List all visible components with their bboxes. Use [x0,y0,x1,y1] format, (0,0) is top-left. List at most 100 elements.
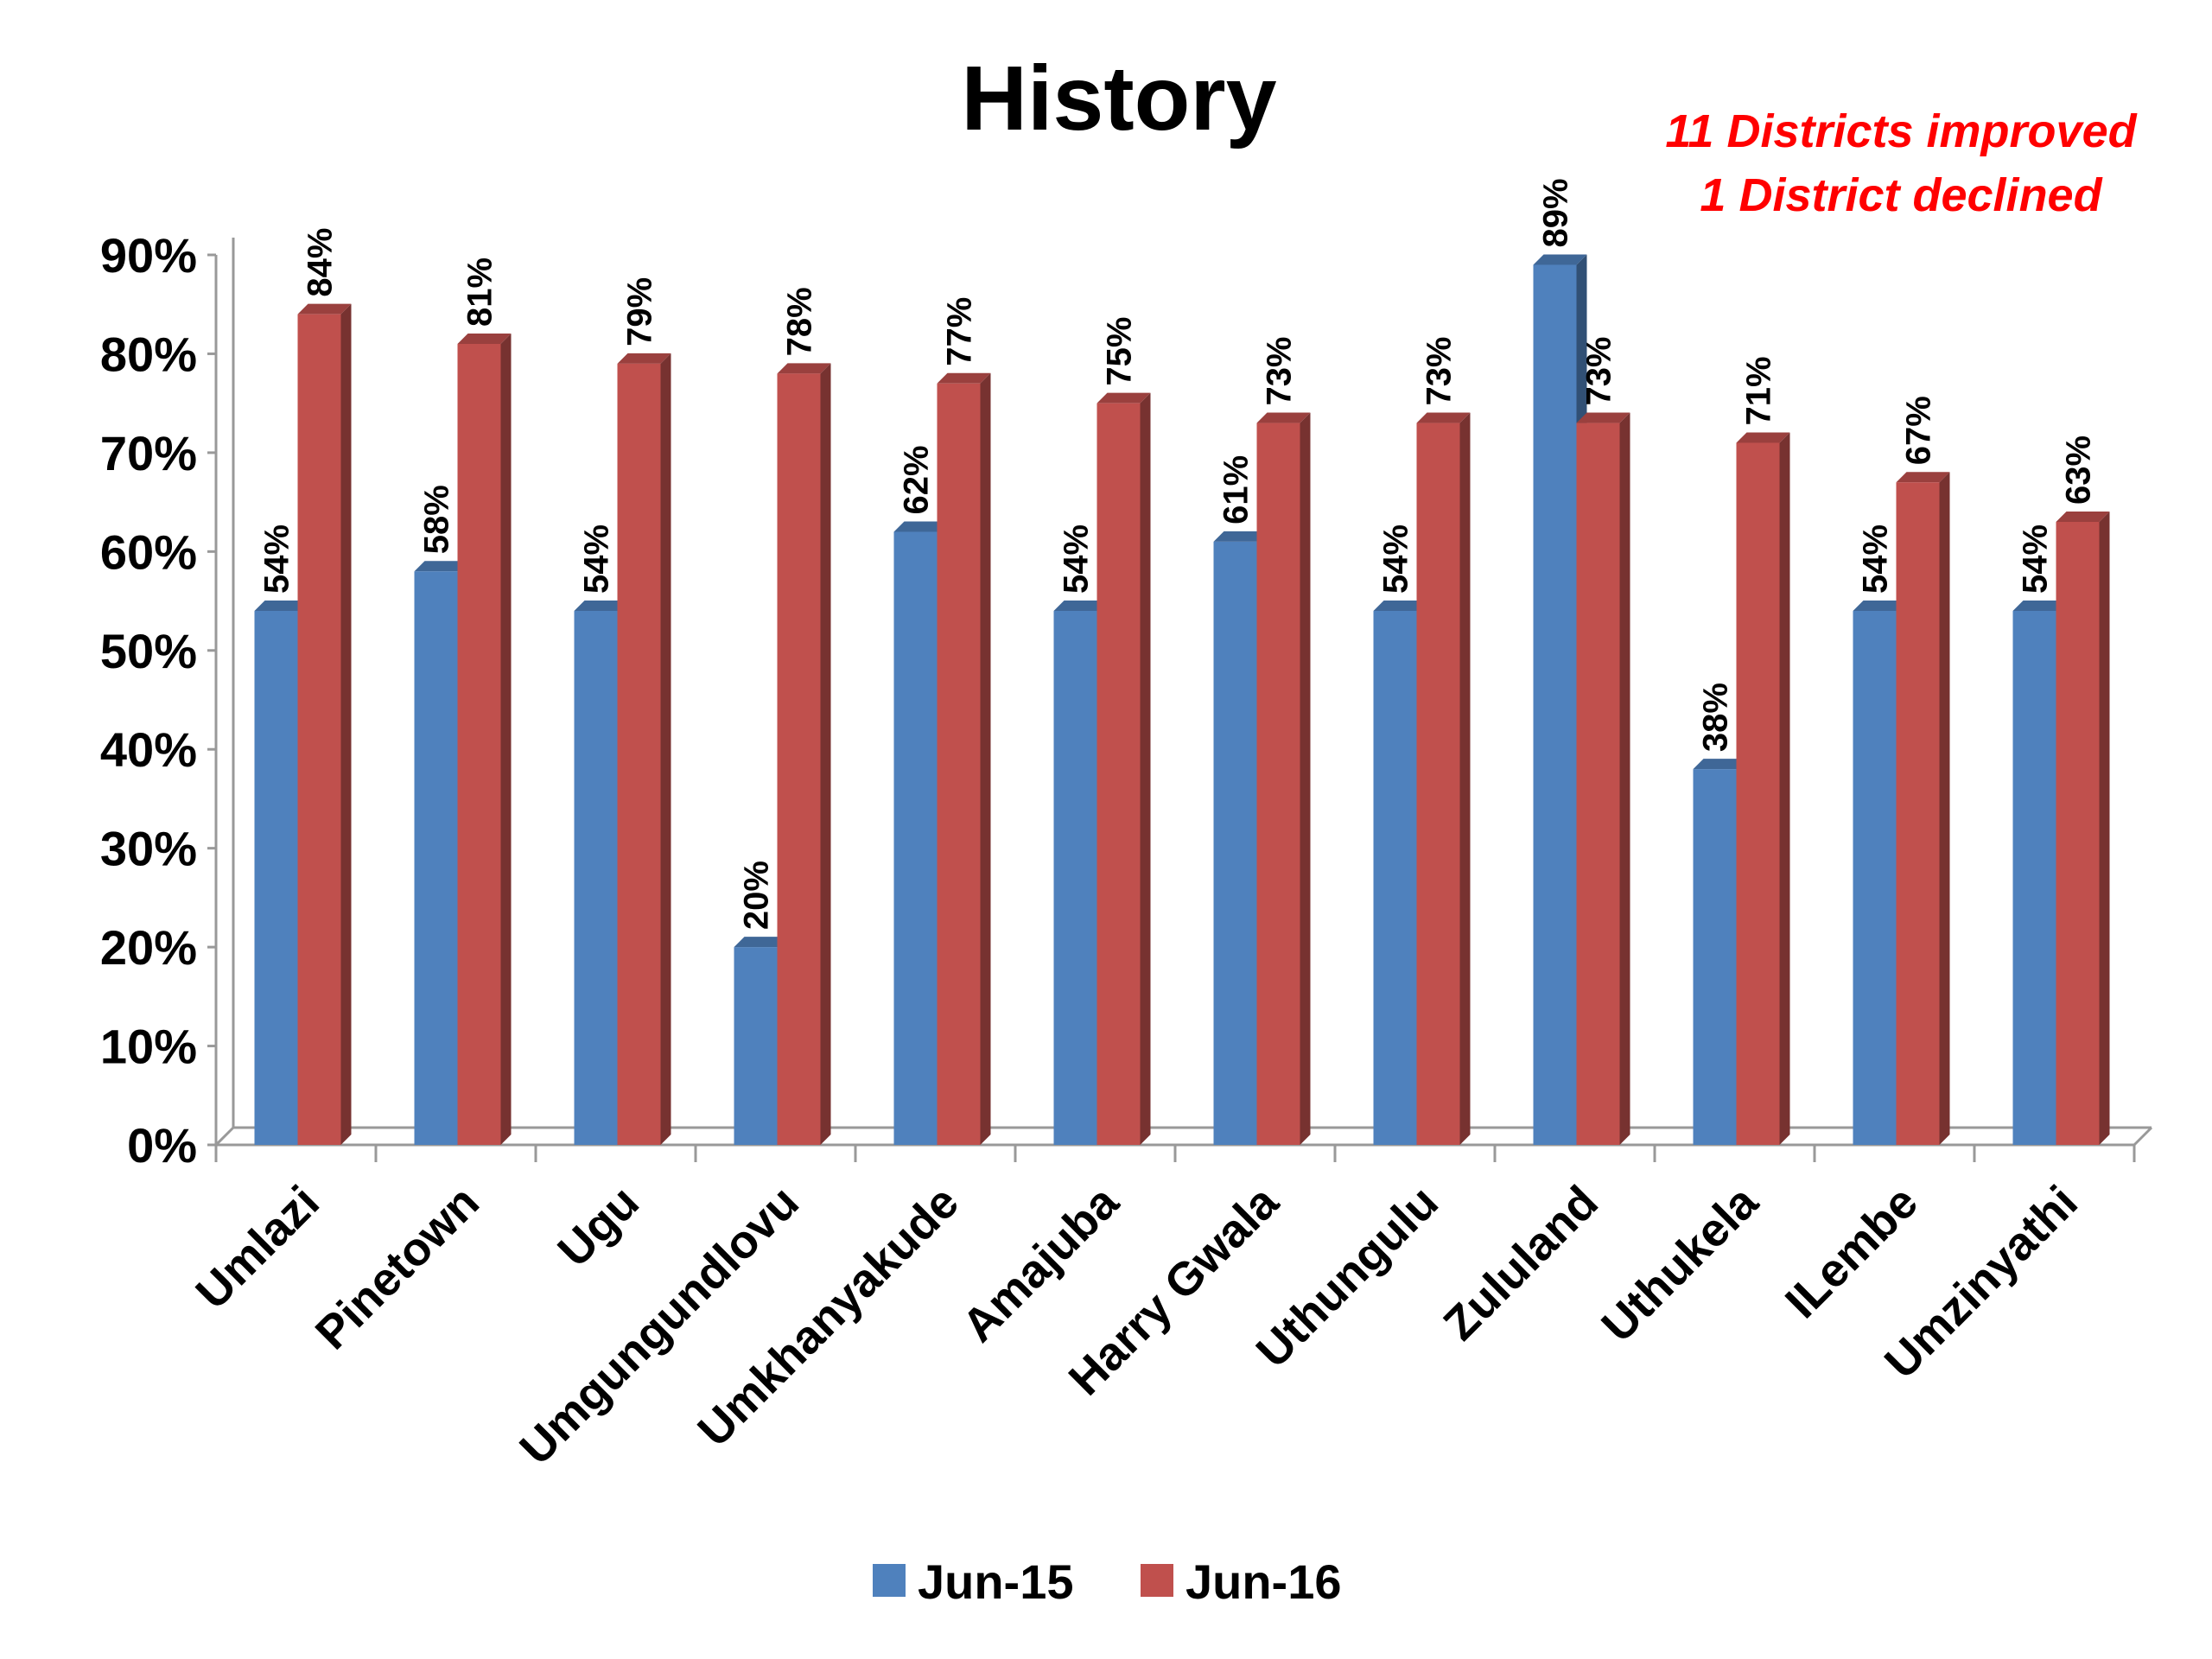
data-label: 54% [1058,524,1096,594]
bar-top [457,334,512,344]
bar-top [777,363,831,374]
bar-front [457,344,501,1145]
bar-top [1416,412,1471,423]
data-label: 84% [302,228,340,297]
bar-front [1373,611,1417,1145]
bar-front [2012,611,2056,1145]
bar-jun-16-umgungundlovu [777,363,831,1145]
data-label: 73% [1421,336,1459,405]
bar-front [574,611,618,1145]
y-tick-label: 80% [100,327,197,381]
y-tick-label: 10% [100,1020,197,1074]
data-label: 54% [578,524,616,594]
bar-front [1213,541,1257,1145]
y-tick-label: 30% [100,822,197,876]
x-tick-label: Pinetown [306,1176,489,1359]
bar-side [340,303,352,1146]
bar-top [574,601,628,611]
chart-title: History [961,48,1276,149]
y-tick-label: 60% [100,524,197,579]
data-label: 54% [1857,524,1895,594]
bar-front [1896,482,1940,1145]
legend-label: Jun-15 [918,1554,1074,1609]
bar-front [1416,423,1460,1145]
bar-top [1736,432,1790,443]
bar-side [1939,472,1950,1145]
data-label: 54% [1377,524,1415,594]
x-tick-label: Zululand [1433,1176,1608,1351]
floor-left-edge [214,1126,235,1147]
bar-side [1300,412,1311,1145]
data-label: 38% [1697,683,1735,752]
data-label: 89% [1537,178,1575,247]
bar-jun-16-zululand [1576,412,1630,1145]
y-tick-label: 40% [100,722,197,777]
bar-top [1693,759,1747,770]
bar-jun-16-harry-gwala [1256,412,1311,1145]
data-label: 73% [1580,336,1618,405]
bar-jun-16-umkhanyakude [937,372,991,1145]
bar-top [617,353,671,364]
bar-top [937,372,991,384]
bar-top [893,521,948,532]
legend: Jun-15 Jun-16 [873,1554,1342,1609]
bar-front [297,314,341,1146]
bar-jun-16-umzinyathi [2056,512,2110,1145]
bar-front [1096,403,1141,1146]
x-tick-label: Ugu [548,1176,649,1277]
bar-front [1533,264,1577,1145]
bar-front [1736,442,1780,1145]
data-label: 54% [258,524,296,594]
data-label: 75% [1101,317,1139,386]
bar-jun-16-ugu [617,353,671,1145]
data-label: 61% [1217,455,1255,524]
bar-jun-16-umlazi [297,303,352,1146]
x-tick-label: Umlazi [186,1176,329,1319]
bar-side [1619,412,1630,1145]
bar-top [734,937,788,948]
data-label: 71% [1740,356,1778,425]
bar-front [1853,611,1897,1145]
bar-jun-16-pinetown [457,334,512,1145]
y-tick-label: 0% [127,1118,197,1173]
data-label: 63% [2060,435,2098,505]
data-labels: 54% 84% 58% 81% 54% 79% 20% 78% 62% 77% 54% 75% 61% 7… [258,178,2098,930]
bar-front [1693,769,1737,1145]
y-tick-label: 70% [100,426,197,480]
bar-front [254,611,298,1145]
bar-top [1853,601,1907,611]
data-label: 79% [621,277,659,346]
annotation-improved: 11 Districts improved [1665,105,2137,157]
bar-top [414,561,468,572]
data-label: 77% [941,297,979,366]
legend-swatch-jun-16 [1141,1564,1173,1597]
x-tick-label: Uthukela [1592,1175,1768,1351]
data-label: 73% [1261,336,1299,405]
bar-side [660,353,671,1145]
bar-top [1213,531,1268,542]
bar-front [2056,522,2100,1145]
bar-top [2056,512,2110,522]
bar-top [297,303,352,315]
bar-top [1896,472,1950,483]
data-label: 20% [738,861,776,930]
bar-top [254,601,308,611]
y-tick-label: 50% [100,624,197,678]
data-label: 58% [418,485,456,554]
bar-front [1256,423,1300,1145]
bar-front [1576,423,1620,1145]
x-tick-label: Umgungundlovu [510,1176,809,1475]
bar-jun-16-ilembe [1896,472,1950,1145]
bar-side [820,363,831,1145]
data-label: 78% [781,287,819,356]
bar-top [1256,412,1311,423]
data-label: 67% [1900,396,1938,465]
legend-swatch-jun-15 [873,1564,906,1597]
bar-top [1053,601,1108,611]
bar-front [893,531,938,1145]
bar-top [2012,601,2067,611]
bar-top [1373,601,1427,611]
bar-jun-16-uthungulu [1416,412,1471,1145]
x-tick-label: ILembe [1776,1176,1928,1328]
